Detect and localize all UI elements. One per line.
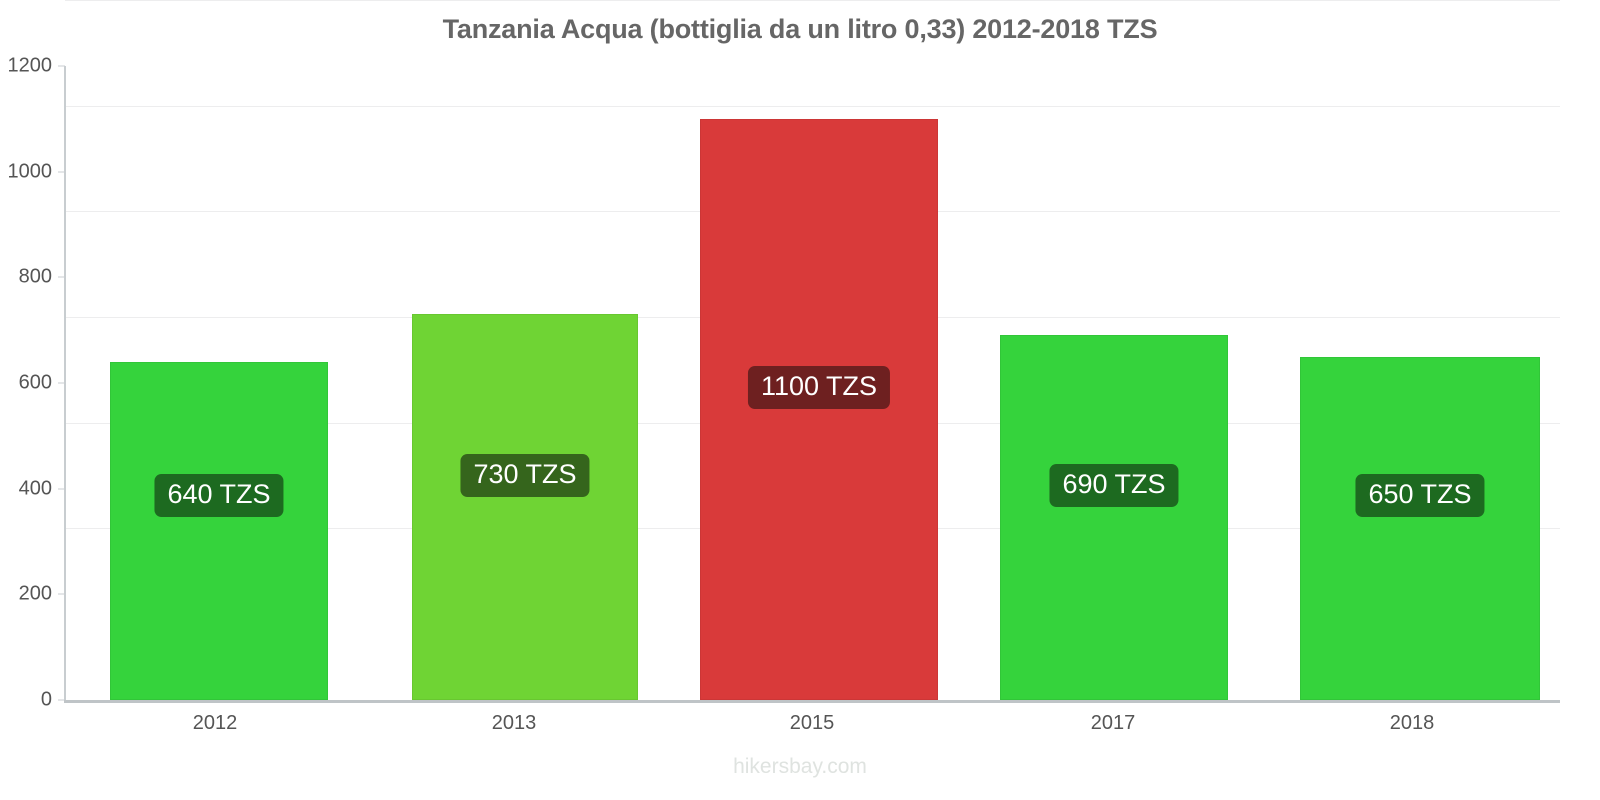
- x-axis-label-2012: 2012: [192, 712, 238, 734]
- y-axis-tick-label: 600: [18, 371, 52, 394]
- gridline: [65, 0, 1560, 1]
- x-axis-label-2017: 2017: [1090, 712, 1136, 734]
- bar-2012[interactable]: 640 TZS: [110, 361, 328, 700]
- y-axis-tick-mark: [58, 699, 65, 701]
- bar-value-label: 690 TZS: [1049, 463, 1179, 507]
- bar-value-label: 1100 TZS: [747, 365, 891, 409]
- x-axis-line: [64, 700, 1560, 703]
- y-axis-tick-label: 0: [40, 688, 52, 711]
- x-axis-label-2018: 2018: [1389, 712, 1435, 734]
- bar-2015[interactable]: 1100 TZS: [700, 118, 938, 700]
- y-axis-tick-mark: [58, 171, 65, 173]
- chart-title: Tanzania Acqua (bottiglia da un litro 0,…: [442, 14, 1158, 44]
- x-axis-label-2013: 2013: [491, 712, 537, 734]
- bar-value-label: 650 TZS: [1355, 473, 1485, 517]
- watermark-label: hikersbay.com: [733, 755, 867, 778]
- bar-2017[interactable]: 690 TZS: [1000, 335, 1228, 700]
- gridline: [65, 105, 1560, 107]
- y-axis-tick-label: 200: [18, 582, 52, 605]
- y-axis-tick-mark: [58, 593, 65, 595]
- bar-2018[interactable]: 650 TZS: [1300, 356, 1540, 700]
- y-axis-tick-label: 1200: [7, 54, 53, 77]
- y-axis-tick-label: 1000: [7, 160, 53, 183]
- y-axis-tick-mark: [58, 488, 65, 490]
- y-axis-line: [64, 66, 66, 702]
- bar-2013[interactable]: 730 TZS: [412, 314, 638, 700]
- y-axis-tick-mark: [58, 276, 65, 278]
- bar-value-label: 640 TZS: [154, 473, 284, 517]
- y-axis-tick-mark: [58, 382, 65, 384]
- x-axis-label-2015: 2015: [789, 712, 835, 734]
- y-axis-tick-label: 800: [18, 265, 52, 288]
- y-axis-tick-label: 400: [18, 477, 52, 500]
- bar-value-label: 730 TZS: [460, 453, 590, 497]
- y-axis-tick-mark: [58, 65, 65, 67]
